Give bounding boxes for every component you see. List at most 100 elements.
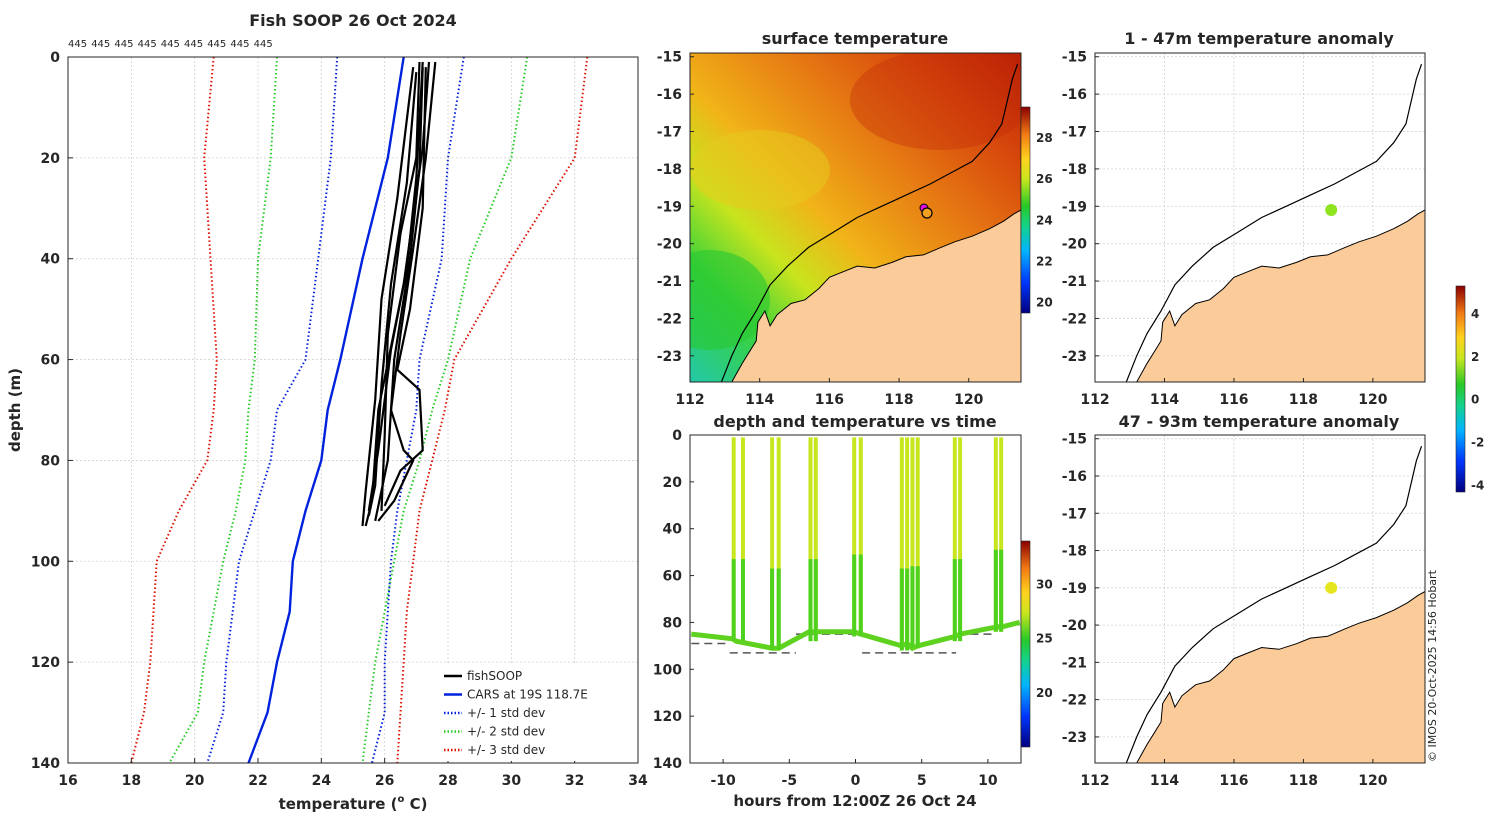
profile-ytick: 0 bbox=[50, 50, 60, 66]
profile-xtick: 18 bbox=[122, 773, 141, 789]
anomaly-upper-point bbox=[1325, 204, 1338, 217]
map-ytick: -18 bbox=[1062, 544, 1087, 560]
timeseries-ytick: 40 bbox=[663, 522, 683, 538]
surface-cbar-tick: 26 bbox=[1036, 172, 1053, 186]
profile-xtick: 34 bbox=[628, 773, 648, 789]
map-ytick: -17 bbox=[657, 125, 682, 141]
map-ytick: -19 bbox=[657, 199, 682, 215]
surface-coastline bbox=[720, 64, 1019, 382]
profile-ytick: 20 bbox=[41, 151, 61, 167]
map-ytick: -20 bbox=[657, 237, 683, 253]
timeseries-xtick: 0 bbox=[851, 773, 861, 789]
timeseries-ytick: 60 bbox=[663, 569, 683, 585]
map-xtick: 112 bbox=[1080, 392, 1109, 408]
profile-xtick: 16 bbox=[58, 773, 77, 789]
profile-top-label: 445 bbox=[161, 39, 180, 50]
profile-top-label: 445 bbox=[114, 39, 133, 50]
anomaly-lower-title: 47 - 93m temperature anomaly bbox=[1119, 412, 1400, 431]
timeseries-ytick: 100 bbox=[653, 662, 682, 678]
legend-label: +/- 1 std dev bbox=[467, 706, 545, 720]
timeseries-xtick: 5 bbox=[917, 773, 927, 789]
map-ytick: -16 bbox=[1062, 469, 1087, 485]
timeseries-colorbar-ticks: 30 25 20 bbox=[1036, 577, 1053, 699]
legend-label: +/- 3 std dev bbox=[467, 743, 545, 757]
map-ytick: -23 bbox=[1062, 730, 1087, 746]
map-xtick: 116 bbox=[815, 392, 844, 408]
anomaly-colorbar bbox=[1455, 285, 1466, 493]
surface-colorbar-ticks: 28 26 24 22 20 bbox=[1036, 131, 1053, 310]
legend-label: fishSOOP bbox=[467, 669, 522, 683]
timeseries-cbar-tick: 30 bbox=[1036, 577, 1053, 591]
anomaly-cbar-tick: -4 bbox=[1471, 479, 1484, 493]
map-xtick: 114 bbox=[1150, 392, 1179, 408]
map-xtick: 120 bbox=[954, 392, 983, 408]
anomaly-cbar-tick: 4 bbox=[1471, 307, 1479, 321]
surface-panel: surface temperature bbox=[657, 29, 1053, 408]
timeseries-cbar-tick: 20 bbox=[1036, 686, 1053, 700]
fishsoop-profile bbox=[383, 67, 427, 507]
profile-xtick: 28 bbox=[438, 773, 457, 789]
profile-xtick: 20 bbox=[185, 773, 205, 789]
map-ytick: -16 bbox=[657, 87, 682, 103]
profile-xtick: 26 bbox=[375, 773, 394, 789]
map-xtick: 118 bbox=[1289, 392, 1318, 408]
profile-legend: fishSOOP CARS at 19S 118.7E +/- 1 std dev +… bbox=[438, 665, 636, 761]
profile-xtick: 24 bbox=[312, 773, 332, 789]
profile-ticks: 16 18 20 22 24 26 28 30 32 34 0 20 40 60 80 100 120 140 bbox=[31, 50, 648, 789]
surface-cbar-tick: 24 bbox=[1036, 213, 1053, 227]
tow-track bbox=[691, 619, 1021, 652]
profile-panel: Fish SOOP 26 Oct 2024 445 445 445 445 445 445… bbox=[6, 11, 648, 813]
timeseries-ytick: 80 bbox=[663, 615, 683, 631]
timeseries-ytick: 0 bbox=[672, 428, 682, 444]
profile-top-label: 445 bbox=[138, 39, 157, 50]
map-xtick: 118 bbox=[1289, 773, 1318, 789]
timeseries-cbar-tick: 25 bbox=[1036, 632, 1053, 646]
timeseries-xtick: 10 bbox=[978, 773, 998, 789]
map-xtick: 120 bbox=[1358, 392, 1387, 408]
timeseries-ytick: 120 bbox=[653, 709, 682, 725]
anomaly-cbar-tick: 0 bbox=[1471, 393, 1479, 407]
map-ytick: -15 bbox=[1062, 50, 1087, 66]
fishsoop-profile bbox=[367, 61, 424, 512]
profile-title: Fish SOOP 26 Oct 2024 bbox=[249, 11, 457, 30]
profile-axes bbox=[68, 57, 638, 763]
map-ytick: -18 bbox=[657, 162, 682, 178]
surface-ticks: 112 114 116 118 120 -15 -16 -17 -18 -19 -20 -21 -22 -… bbox=[657, 50, 984, 408]
profile-top-label: 445 bbox=[91, 39, 110, 50]
surface-land bbox=[731, 209, 1021, 382]
map-ytick: -19 bbox=[1062, 581, 1087, 597]
map-ytick: -19 bbox=[1062, 199, 1087, 215]
fishsoop-profile bbox=[367, 72, 418, 517]
profile-ylabel: depth (m) bbox=[6, 368, 24, 452]
surface-cbar-tick: 22 bbox=[1036, 255, 1053, 269]
anomaly-colorbar-ticks: 4 2 0 -2 -4 bbox=[1471, 307, 1484, 493]
anomaly-upper-ticks: 112 114 116 118 120 -15 -16 -17 -18 -19 -20 -21 -22 -… bbox=[1062, 50, 1388, 408]
map-ytick: -16 bbox=[1062, 87, 1087, 103]
map-ytick: -15 bbox=[657, 50, 682, 66]
map-ytick: -20 bbox=[1062, 618, 1088, 634]
map-ytick: -15 bbox=[1062, 432, 1087, 448]
profile-xtick: 32 bbox=[565, 773, 584, 789]
anomaly-upper-panel: 1 - 47m temperature anomaly 112 114 116 118… bbox=[1062, 29, 1426, 408]
anomaly-upper-title: 1 - 47m temperature anomaly bbox=[1124, 29, 1394, 48]
profile-top-label: 445 bbox=[230, 39, 249, 50]
map-xtick: 114 bbox=[745, 392, 774, 408]
map-ytick: -17 bbox=[1062, 506, 1087, 522]
map-ytick: -21 bbox=[657, 274, 682, 290]
anomaly-upper-coastline bbox=[1125, 64, 1423, 382]
map-ytick: -23 bbox=[657, 349, 682, 365]
anomaly-upper-land bbox=[1136, 209, 1425, 382]
anomaly-lower-coastline bbox=[1125, 446, 1423, 763]
map-xtick: 112 bbox=[1080, 773, 1109, 789]
surface-colorbar bbox=[1020, 106, 1031, 314]
profile-ytick: 80 bbox=[41, 453, 61, 469]
legend-label: +/- 2 std dev bbox=[467, 725, 545, 739]
anomaly-cbar-tick: -2 bbox=[1471, 436, 1484, 450]
profile-xtick: 22 bbox=[248, 773, 267, 789]
map-xtick: 118 bbox=[884, 392, 913, 408]
map-xtick: 112 bbox=[675, 392, 704, 408]
timeseries-xtick: -10 bbox=[710, 773, 736, 789]
map-ytick: -17 bbox=[1062, 125, 1087, 141]
